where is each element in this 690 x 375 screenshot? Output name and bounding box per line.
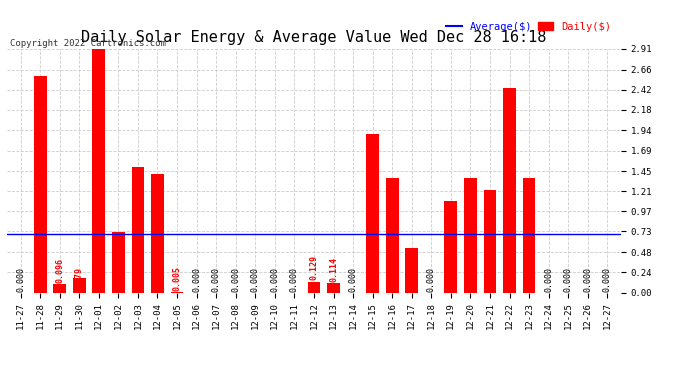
Text: 0.000: 0.000 xyxy=(16,267,25,292)
Bar xyxy=(132,167,144,292)
Text: 1.892: 1.892 xyxy=(368,261,377,286)
Text: 0.000: 0.000 xyxy=(348,267,357,292)
Text: 1.416: 1.416 xyxy=(153,263,162,288)
Text: 0.000: 0.000 xyxy=(544,267,553,292)
Bar xyxy=(73,278,86,292)
Text: 1.370: 1.370 xyxy=(524,263,533,288)
Bar xyxy=(464,178,477,292)
Bar xyxy=(308,282,320,292)
Text: 0.000: 0.000 xyxy=(564,267,573,292)
Text: 0.000: 0.000 xyxy=(427,267,436,292)
Text: 1.498: 1.498 xyxy=(133,262,142,288)
Text: 1.220: 1.220 xyxy=(486,263,495,288)
Bar xyxy=(503,88,516,292)
Title: Daily Solar Energy & Average Value Wed Dec 28 16:18: Daily Solar Energy & Average Value Wed D… xyxy=(81,30,546,45)
Text: 0.129: 0.129 xyxy=(309,255,319,280)
Bar xyxy=(386,178,399,292)
Bar xyxy=(53,285,66,292)
Text: 1.097: 1.097 xyxy=(446,264,455,289)
Bar xyxy=(523,178,535,292)
Text: 0.000: 0.000 xyxy=(603,267,612,292)
Text: 2.905: 2.905 xyxy=(95,258,103,283)
Text: 0.096: 0.096 xyxy=(55,258,64,283)
Text: 0.530: 0.530 xyxy=(407,266,416,291)
Text: Copyright 2022 Cartronics.com: Copyright 2022 Cartronics.com xyxy=(10,39,166,48)
Text: 0.000: 0.000 xyxy=(212,267,221,292)
Text: 0.000: 0.000 xyxy=(583,267,592,292)
Bar xyxy=(366,134,379,292)
Bar xyxy=(444,201,457,292)
Text: 0.000: 0.000 xyxy=(290,267,299,292)
Bar xyxy=(151,174,164,292)
Text: 0.005: 0.005 xyxy=(172,266,181,291)
Bar xyxy=(34,76,46,292)
Text: 0.114: 0.114 xyxy=(329,257,338,282)
Text: 0.000: 0.000 xyxy=(231,267,240,292)
Bar xyxy=(92,49,105,292)
Bar xyxy=(484,190,496,292)
Text: 0.718: 0.718 xyxy=(114,265,123,290)
Text: 0.000: 0.000 xyxy=(270,267,279,292)
Bar xyxy=(112,232,125,292)
Text: 1.369: 1.369 xyxy=(466,263,475,288)
Bar xyxy=(327,283,340,292)
Text: 2.579: 2.579 xyxy=(36,259,45,284)
Text: 1.369: 1.369 xyxy=(388,263,397,288)
Legend: Average($), Daily($): Average($), Daily($) xyxy=(442,17,615,36)
Text: 0.000: 0.000 xyxy=(250,267,259,292)
Text: 0.000: 0.000 xyxy=(192,267,201,292)
Text: 2.438: 2.438 xyxy=(505,260,514,284)
Bar xyxy=(406,248,418,292)
Text: 0.179: 0.179 xyxy=(75,267,83,292)
